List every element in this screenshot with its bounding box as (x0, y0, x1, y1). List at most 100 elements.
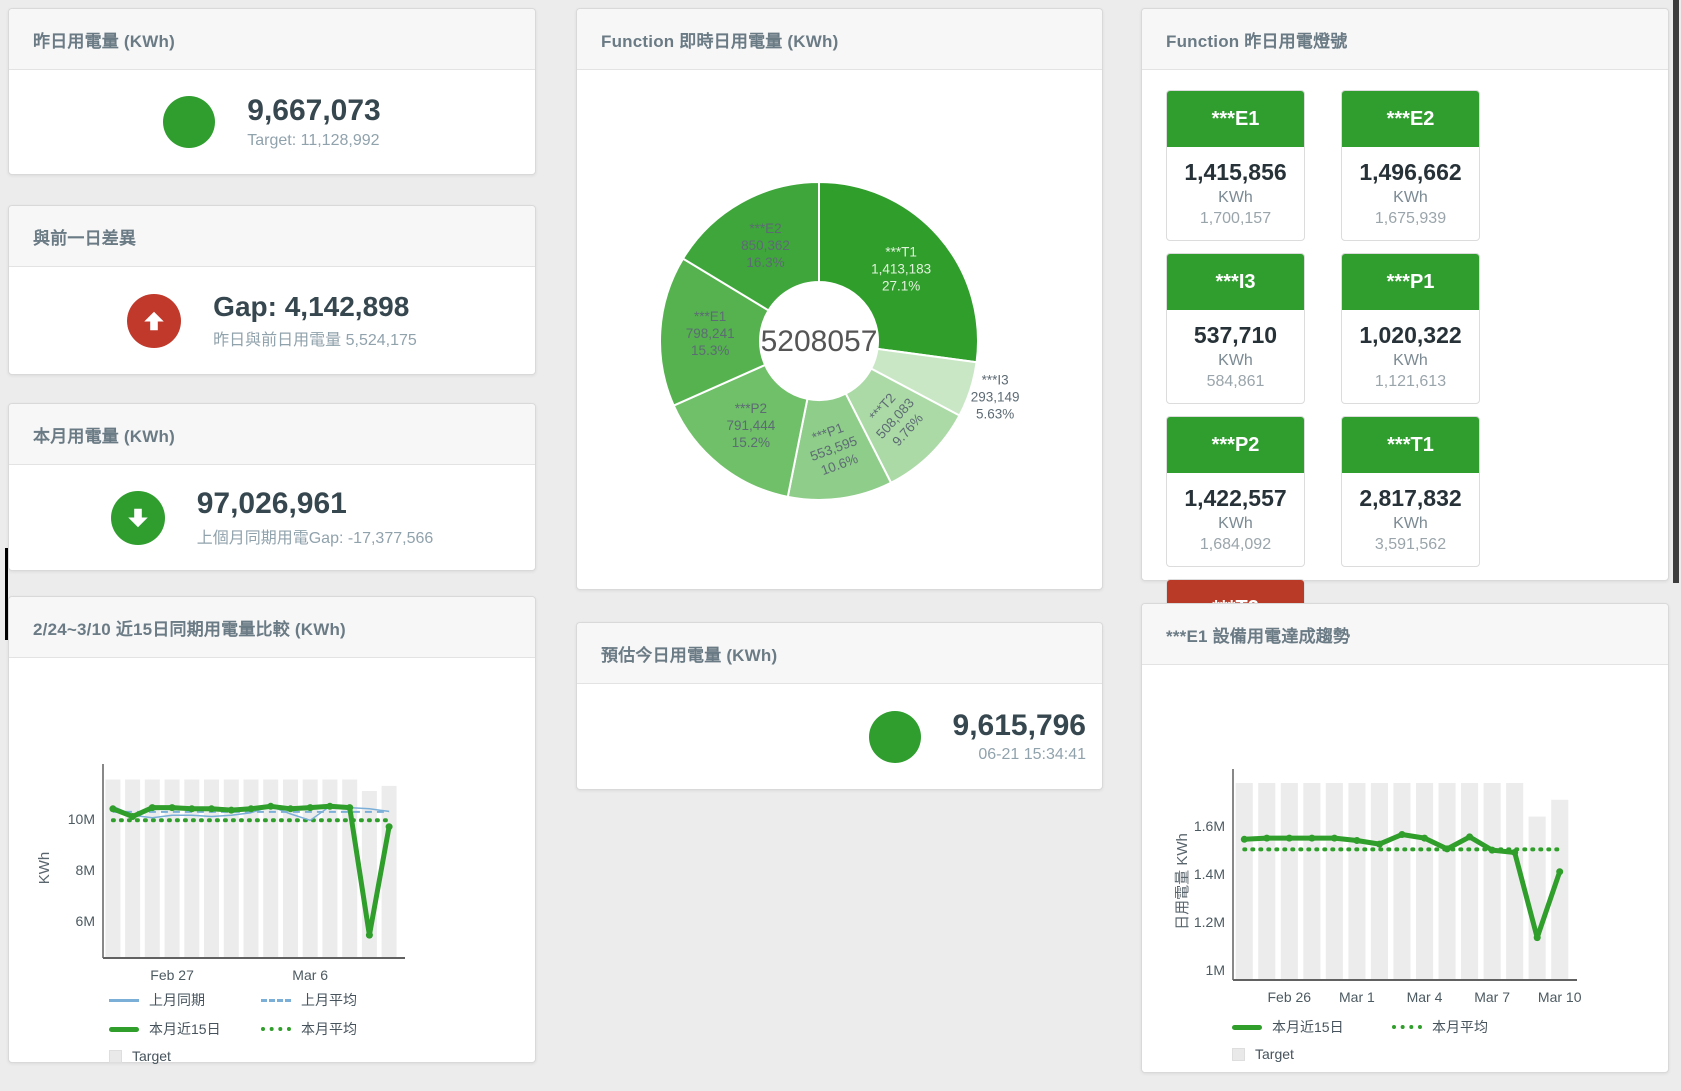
light-tile-name: ***E1 (1167, 91, 1304, 147)
light-tile-unit: KWh (1218, 189, 1253, 206)
realtime-donut-chart: ***T1 1,413,183 27.1% ***I3 293,149 5.63% ***T… (577, 70, 1102, 590)
light-tile-value: 1,415,856 (1184, 159, 1287, 185)
target-bar (283, 779, 298, 958)
card-day-gap: 與前一日差異 Gap: 4,142,898 昨日與前日用電量 5,524,175 (8, 205, 536, 375)
y-tick-label: 10M (68, 811, 95, 827)
light-tile-target: 1,684,092 (1199, 536, 1272, 553)
donut-slice-E1[interactable] (659, 257, 770, 407)
month-usage-value: 97,026,961 (196, 486, 347, 520)
series-point (267, 802, 275, 810)
day-gap-subtitle: 昨日與前日用電量 5,524,175 (213, 332, 417, 350)
legend-item-solid-thick[interactable]: 本月近15日 (1232, 1017, 1392, 1037)
target-bar (204, 779, 219, 958)
series-point (1556, 868, 1564, 876)
x-tick-label: Mar 10 (1538, 989, 1582, 1005)
target-bar (302, 779, 318, 958)
light-tile-value: 1,020,322 (1359, 322, 1462, 348)
legend-item-box[interactable]: Target (1232, 1046, 1392, 1062)
light-tile-target: 3,591,562 (1374, 536, 1447, 553)
light-tile-value: 1,422,557 (1184, 485, 1287, 511)
series-point (1263, 834, 1271, 842)
donut-slice-label: ***E1 798,241 15.3% (686, 309, 735, 358)
series-point (1376, 840, 1383, 848)
target-bar (1303, 783, 1321, 980)
trend-chart-legend: 本月近15日 本月平均 Target (1232, 1017, 1552, 1062)
legend-item-dotted[interactable]: 本月平均 (1392, 1017, 1552, 1037)
card-month-title: 本月用電量 (KWh) (33, 426, 175, 446)
card-yesterday-header: 昨日用電量 (KWh) (9, 9, 535, 70)
legend-item-dotted[interactable]: 本月平均 (261, 1019, 413, 1039)
card-e1-trend-header: ***E1 設備用電達成趨勢 (1142, 604, 1668, 665)
donut-slice-label: ***T1 1,413,183 27.1% (871, 244, 931, 293)
target-bar (1370, 783, 1388, 980)
target-bar (1483, 783, 1501, 980)
series-point (1398, 831, 1406, 838)
series-point (306, 804, 314, 812)
compare-chart-legend: 上月同期 上月平均本月近15日 本月平均 Target (109, 990, 413, 1064)
light-tile-unit: KWh (1393, 352, 1428, 369)
series-point (1511, 849, 1519, 856)
target-bar (223, 779, 239, 958)
legend-label: 上月同期 (149, 992, 205, 1008)
card-lights-header: Function 昨日用電燈號 (1142, 9, 1668, 70)
series-point (1353, 837, 1361, 844)
series-point (1240, 835, 1248, 843)
series-point (1466, 833, 1474, 841)
window-edge-artifact-left (5, 548, 8, 640)
donut-svg: ***T1 1,413,183 27.1%***I3 293,149 5.63%***T… (659, 180, 1020, 501)
estimate-timestamp: 06-21 15:34:41 (978, 746, 1086, 764)
series-point (1443, 845, 1451, 853)
legend-label: 上月平均 (301, 992, 357, 1008)
legend-swatch (261, 1027, 291, 1031)
legend-item-box[interactable]: Target (109, 1048, 261, 1064)
target-bar (1393, 783, 1411, 980)
legend-item-solid-thick[interactable]: 本月近15日 (109, 1019, 261, 1039)
card-e1-trend: ***E1 設備用電達成趨勢 1M 1.2M 1.4M 1.6M Feb 26 Mar 1… (1141, 603, 1669, 1073)
light-tile-P2: ***P2 1,422,557 KWh 1,684,092 (1166, 416, 1305, 567)
light-tile-unit: KWh (1393, 189, 1428, 206)
series-point (346, 804, 354, 812)
arrow-down-icon (110, 490, 165, 545)
card-realtime-usage: Function 即時日用電量 (KWh) ***T1 1,413,183 27.1… (576, 8, 1103, 590)
light-tile-unit: KWh (1218, 352, 1253, 369)
series-point (247, 805, 255, 813)
series-point (287, 805, 294, 813)
y-tick-label: 6M (76, 913, 95, 929)
status-circle-green (868, 710, 921, 763)
trend-chart-svg: 1M 1.2M 1.4M 1.6M Feb 26 Mar 1 Mar 4 Mar 7 Mar 1… (1174, 769, 1582, 1005)
target-bar (263, 779, 279, 958)
series-point (227, 806, 235, 814)
donut-slice-label: ***E2 850,362 16.3% (741, 221, 790, 270)
light-tile-name: ***T1 (1342, 417, 1479, 473)
yesterday-usage-value: 9,667,073 (247, 94, 381, 128)
y-tick-label: 1.4M (1194, 866, 1225, 882)
x-tick-label: Feb 27 (150, 967, 194, 983)
legend-swatch (261, 998, 291, 1002)
legend-swatch (1392, 1025, 1422, 1029)
light-tile-E1: ***E1 1,415,856 KWh 1,700,157 (1166, 90, 1305, 241)
donut-slice-P2[interactable] (672, 363, 809, 499)
target-bar (243, 779, 259, 958)
card-realtime-header: Function 即時日用電量 (KWh) (577, 9, 1102, 70)
y-axis-title: 日用電量 KWh (1174, 833, 1191, 930)
x-tick-label: Mar 6 (292, 967, 328, 983)
donut-slice-E2[interactable] (681, 180, 820, 312)
card-day-gap-title: 與前一日差異 (33, 228, 137, 248)
target-bar (1258, 783, 1276, 980)
card-lights-title: Function 昨日用電燈號 (1166, 31, 1348, 51)
donut-slice-T1[interactable] (818, 180, 979, 364)
legend-item-solid-thin[interactable]: 上月同期 (109, 990, 261, 1010)
light-tile-target: 1,700,157 (1199, 210, 1272, 227)
card-15day-compare: 2/24~3/10 近15日同期用電量比較 (KWh) 6M 8M 10M Feb 2… (8, 596, 536, 1064)
light-tile-name: ***E2 (1342, 91, 1479, 147)
card-estimate-title: 預估今日用電量 (KWh) (601, 645, 778, 665)
card-estimate-today: 預估今日用電量 (KWh) 9,615,796 06-21 15:34:41 (576, 622, 1103, 790)
series-point (326, 802, 334, 810)
legend-item-dashed[interactable]: 上月平均 (261, 990, 413, 1010)
card-yesterday-title: 昨日用電量 (KWh) (33, 31, 175, 51)
target-bar (144, 779, 160, 958)
legend-swatch (109, 998, 139, 1002)
target-bar (184, 779, 200, 958)
target-bar (1551, 799, 1569, 980)
card-yesterday-usage: 昨日用電量 (KWh) 9,667,073 Target: 11,128,992 (8, 8, 536, 175)
